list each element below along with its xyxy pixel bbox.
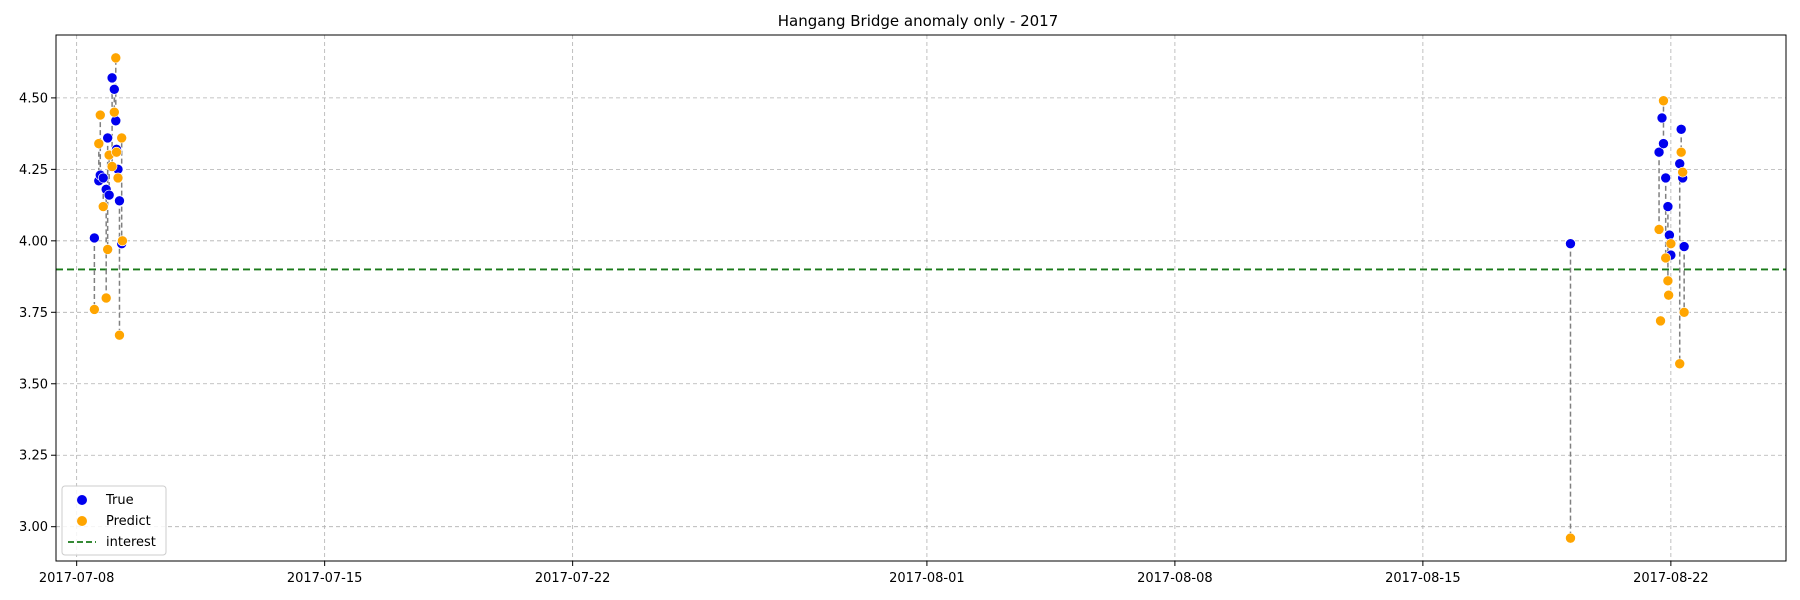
series-true — [89, 72, 1690, 261]
y-axis: 3.00 3.25 3.50 3.75 4.00 4.25 4.50 — [19, 91, 56, 535]
true-point — [106, 72, 118, 84]
legend-true-marker — [77, 495, 87, 505]
true-point — [1565, 238, 1576, 249]
true-point — [1660, 172, 1671, 184]
predict-point — [1675, 146, 1687, 158]
predict-point — [93, 138, 105, 149]
predict-point — [1662, 275, 1674, 287]
x-tick-label: 2017-07-22 — [535, 571, 611, 586]
x-tick-label: 2017-08-22 — [1633, 571, 1709, 586]
predict-point — [1660, 252, 1671, 264]
true-point — [114, 195, 125, 207]
y-tick-label: 3.00 — [19, 520, 48, 535]
y-tick-label: 3.50 — [19, 377, 48, 392]
legend-box — [61, 485, 167, 556]
predict-point — [1663, 289, 1674, 301]
predict-point — [1665, 238, 1677, 249]
true-point — [102, 132, 113, 144]
x-tick-label: 2017-07-08 — [39, 571, 115, 586]
predict-point — [117, 235, 128, 247]
true-point — [97, 172, 109, 184]
predict-point — [100, 292, 112, 304]
y-tick-label: 3.25 — [19, 449, 48, 464]
predict-point — [1678, 306, 1690, 318]
predict-point — [109, 106, 120, 118]
legend-true-label: True — [105, 493, 134, 508]
connector-lines — [93, 57, 1685, 539]
predict-point — [102, 244, 113, 255]
predict-point — [111, 146, 122, 158]
predict-point — [1677, 166, 1688, 178]
true-point — [89, 232, 100, 244]
predict-point — [1653, 224, 1665, 235]
series-predict — [89, 52, 1690, 544]
true-point — [1653, 146, 1665, 158]
chart-title: Hangang Bridge anomaly only - 2017 — [778, 12, 1059, 30]
legend-predict-marker — [77, 516, 87, 526]
predict-point — [89, 304, 100, 315]
legend-interest-label: interest — [106, 535, 156, 550]
y-tick-label: 4.50 — [19, 91, 48, 106]
true-point — [1675, 124, 1687, 135]
y-tick-label: 3.75 — [19, 306, 48, 321]
predict-point — [110, 52, 122, 64]
predict-point — [116, 132, 127, 144]
true-point — [103, 189, 115, 201]
predict-point — [1658, 95, 1669, 107]
predict-point — [97, 201, 109, 212]
predict-point — [106, 161, 118, 172]
predict-point — [1674, 358, 1686, 370]
true-point — [1656, 112, 1668, 124]
x-tick-label: 2017-07-15 — [287, 571, 363, 586]
predict-point — [114, 329, 125, 341]
plot-area — [55, 34, 1787, 562]
legend: True Predict interest — [61, 485, 167, 556]
predict-point — [1565, 532, 1576, 544]
predict-point — [112, 172, 124, 184]
true-point — [109, 84, 120, 95]
x-tick-label: 2017-08-08 — [1137, 571, 1213, 586]
true-point — [1678, 241, 1690, 252]
predict-point — [1655, 315, 1666, 327]
y-tick-label: 4.00 — [19, 234, 48, 249]
y-tick-label: 4.25 — [19, 163, 48, 178]
x-tick-label: 2017-08-01 — [889, 571, 965, 586]
grid — [56, 35, 1786, 561]
true-point — [1658, 138, 1669, 149]
x-tick-label: 2017-08-15 — [1385, 571, 1461, 586]
predict-point — [94, 109, 106, 121]
true-point — [1662, 201, 1674, 212]
x-axis: 2017-07-08 2017-07-15 2017-07-22 2017-08-01… — [39, 561, 1709, 586]
legend-predict-label: Predict — [106, 514, 151, 529]
